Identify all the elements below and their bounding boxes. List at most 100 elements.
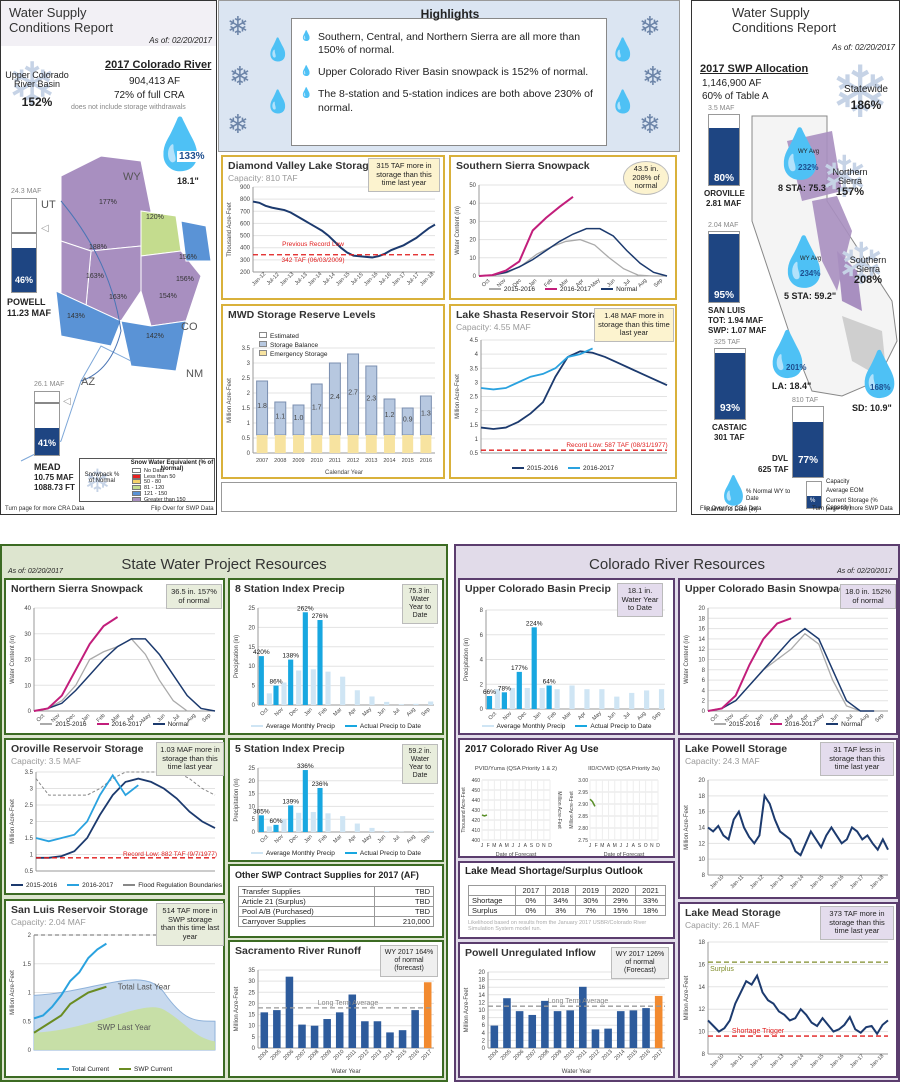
chart-subtitle: Capacity: 26.1 MAF	[685, 920, 760, 930]
x-tick-label: Jul	[622, 712, 631, 721]
snowflake-icon: ❄	[229, 61, 251, 91]
cr-pct: 72% of full CRA	[114, 90, 185, 101]
x-tick-label: 2006	[282, 1049, 295, 1062]
legend-entry: 2016-2017	[67, 882, 113, 889]
powell-panel: Lake Powell Storage Capacity: 24.3 MAF 8 10…	[678, 738, 898, 899]
map-label-az: AZ	[81, 376, 96, 388]
bar-label: 2.3	[366, 396, 376, 403]
map-val: 163%	[109, 294, 127, 301]
swp-alloc-title: 2017 SWP Allocation	[700, 63, 809, 75]
x-tick-label: 2017	[652, 1049, 665, 1062]
north-label: Northern Sierra	[832, 167, 868, 186]
x-tick-label: Sep	[420, 834, 431, 845]
series-2016-17	[33, 616, 119, 712]
cr-title: 2017 Colorado River	[105, 59, 212, 71]
swp-last-year-area	[34, 1007, 215, 1050]
y-tick-label: 12	[478, 1000, 485, 1006]
x-tick-label: Jan	[81, 713, 92, 724]
y-tick-label: 3.5	[25, 770, 34, 776]
runoff-bar	[273, 1010, 281, 1048]
series-2015-16	[480, 350, 668, 430]
x-axis-label: Calendar Year	[325, 470, 363, 476]
chart-legend: 2015-2016 2016-2017 Flood Regulation Bound…	[6, 882, 223, 889]
x-tick-label: Jul-14	[322, 272, 337, 287]
ag-line	[589, 798, 596, 807]
y-tick-label: 3	[30, 787, 34, 793]
actual-bar	[273, 824, 279, 832]
x-tick-label: Jan-12	[749, 874, 765, 890]
y-tick-label: 5	[252, 1035, 256, 1041]
x-tick-label: Dec	[65, 713, 76, 724]
ucb-snow-panel: Upper Colorado Basin Snowpack 0 2 4 6 8 10 12 14…	[678, 578, 898, 735]
y-tick-label: 2.75	[578, 838, 588, 844]
dvl-cap: 810 TAF	[792, 397, 819, 404]
y-axis-label: Million Acre-Feet	[464, 987, 470, 1032]
footer-left[interactable]: Turn page for more CRA Data	[5, 506, 85, 512]
avg-bar	[325, 813, 331, 832]
series-normal	[707, 627, 875, 712]
callout-note: 59.2 in. Water Year to Date	[402, 744, 438, 785]
sanluis-name: SAN LUIS	[708, 306, 746, 315]
chart-legend: Total Current SWP Current	[6, 1066, 223, 1073]
mead-line	[707, 973, 889, 1036]
x-tick-label: Dec	[288, 834, 299, 845]
sac-panel: Sacramento River Runoff 0 5 10 15 20 25 30 35 Mil…	[228, 940, 444, 1078]
map-val: 120%	[146, 214, 164, 221]
y-tick-label: 14	[698, 637, 705, 643]
swp-footer-left[interactable]: Flip Over for CRA Data	[700, 506, 762, 512]
x-tick-label: 2015	[402, 458, 414, 464]
x-tick-label: Mar	[332, 834, 343, 845]
chart-title: Oroville Reservoir Storage	[11, 743, 144, 755]
y-tick-label: 8	[702, 1052, 706, 1058]
bar-label: 276%	[312, 613, 329, 620]
legend-cap: Capacity	[826, 479, 850, 485]
y-tick-label: 18	[698, 940, 705, 946]
cr-section-asof: As of: 02/20/2017	[837, 568, 892, 575]
y-axis-label: Precipitation (in)	[464, 638, 470, 681]
avg-bar	[310, 669, 316, 705]
legend-entry: Actual Precip to Date	[344, 850, 421, 857]
y-tick-label: 14	[698, 985, 705, 991]
y-axis-label: Million Acre-Feet	[234, 986, 240, 1031]
legend-entry: 2016-2017	[770, 721, 816, 728]
bar-label: 336%	[297, 763, 314, 770]
x-tick-label: Mar	[111, 713, 122, 724]
runoff-bar	[490, 1025, 499, 1048]
avg-bar	[340, 676, 346, 705]
chart-subtitle: Capacity: 4.55 MAF	[456, 322, 531, 332]
series-2016-17	[707, 617, 792, 712]
x-tick-label: S	[638, 843, 642, 849]
footer-right[interactable]: Flip Over for SWP Data	[151, 506, 214, 512]
area-label: Total Last Year	[118, 983, 171, 992]
x-tick-label: J	[481, 843, 484, 849]
bar-label: 64%	[543, 678, 556, 685]
x-tick-label: 2011	[329, 458, 341, 464]
bar-label: 177%	[511, 665, 528, 672]
y-tick-label: 25	[248, 606, 255, 612]
y-tick-label: 12	[698, 841, 705, 847]
x-tick-label: 2009	[292, 458, 304, 464]
water-drop-icon: 💧	[852, 350, 900, 399]
legend-normal: % Normal WY to Date	[746, 489, 791, 502]
y-tick-label: 10	[248, 664, 255, 670]
x-tick-label: J	[589, 843, 592, 849]
chart-title: Southern Sierra Snowpack	[456, 160, 590, 172]
chart-svg: 0 5 10 15 20 25 Precipitation (in) Oct Nov Dec Jan…	[234, 763, 434, 845]
y-tick-label: 8	[702, 668, 706, 674]
x-tick-label: Jul-12	[266, 272, 281, 287]
legend-swatch	[132, 473, 141, 479]
water-drop-icon: 💧	[770, 128, 830, 181]
avg-bar	[509, 687, 515, 709]
avg-bar	[569, 685, 575, 709]
y-tick-label: 0.5	[23, 1019, 32, 1025]
y-axis-label: Water Content (in)	[684, 635, 690, 684]
legend-entry: Average Monthly Precip	[251, 723, 335, 730]
water-drop-icon: 💧	[609, 89, 637, 114]
emergency-bar	[311, 435, 323, 453]
mead-pct: 41%	[37, 438, 56, 448]
runoff-bar	[386, 1032, 394, 1048]
swp-footer-right[interactable]: Turn page for more SWP Data	[812, 506, 893, 512]
x-tick-label: A	[632, 843, 636, 849]
chart-title: Powell Unregulated Inflow	[465, 947, 596, 959]
chart-title: 8 Station Index Precip	[235, 583, 345, 595]
